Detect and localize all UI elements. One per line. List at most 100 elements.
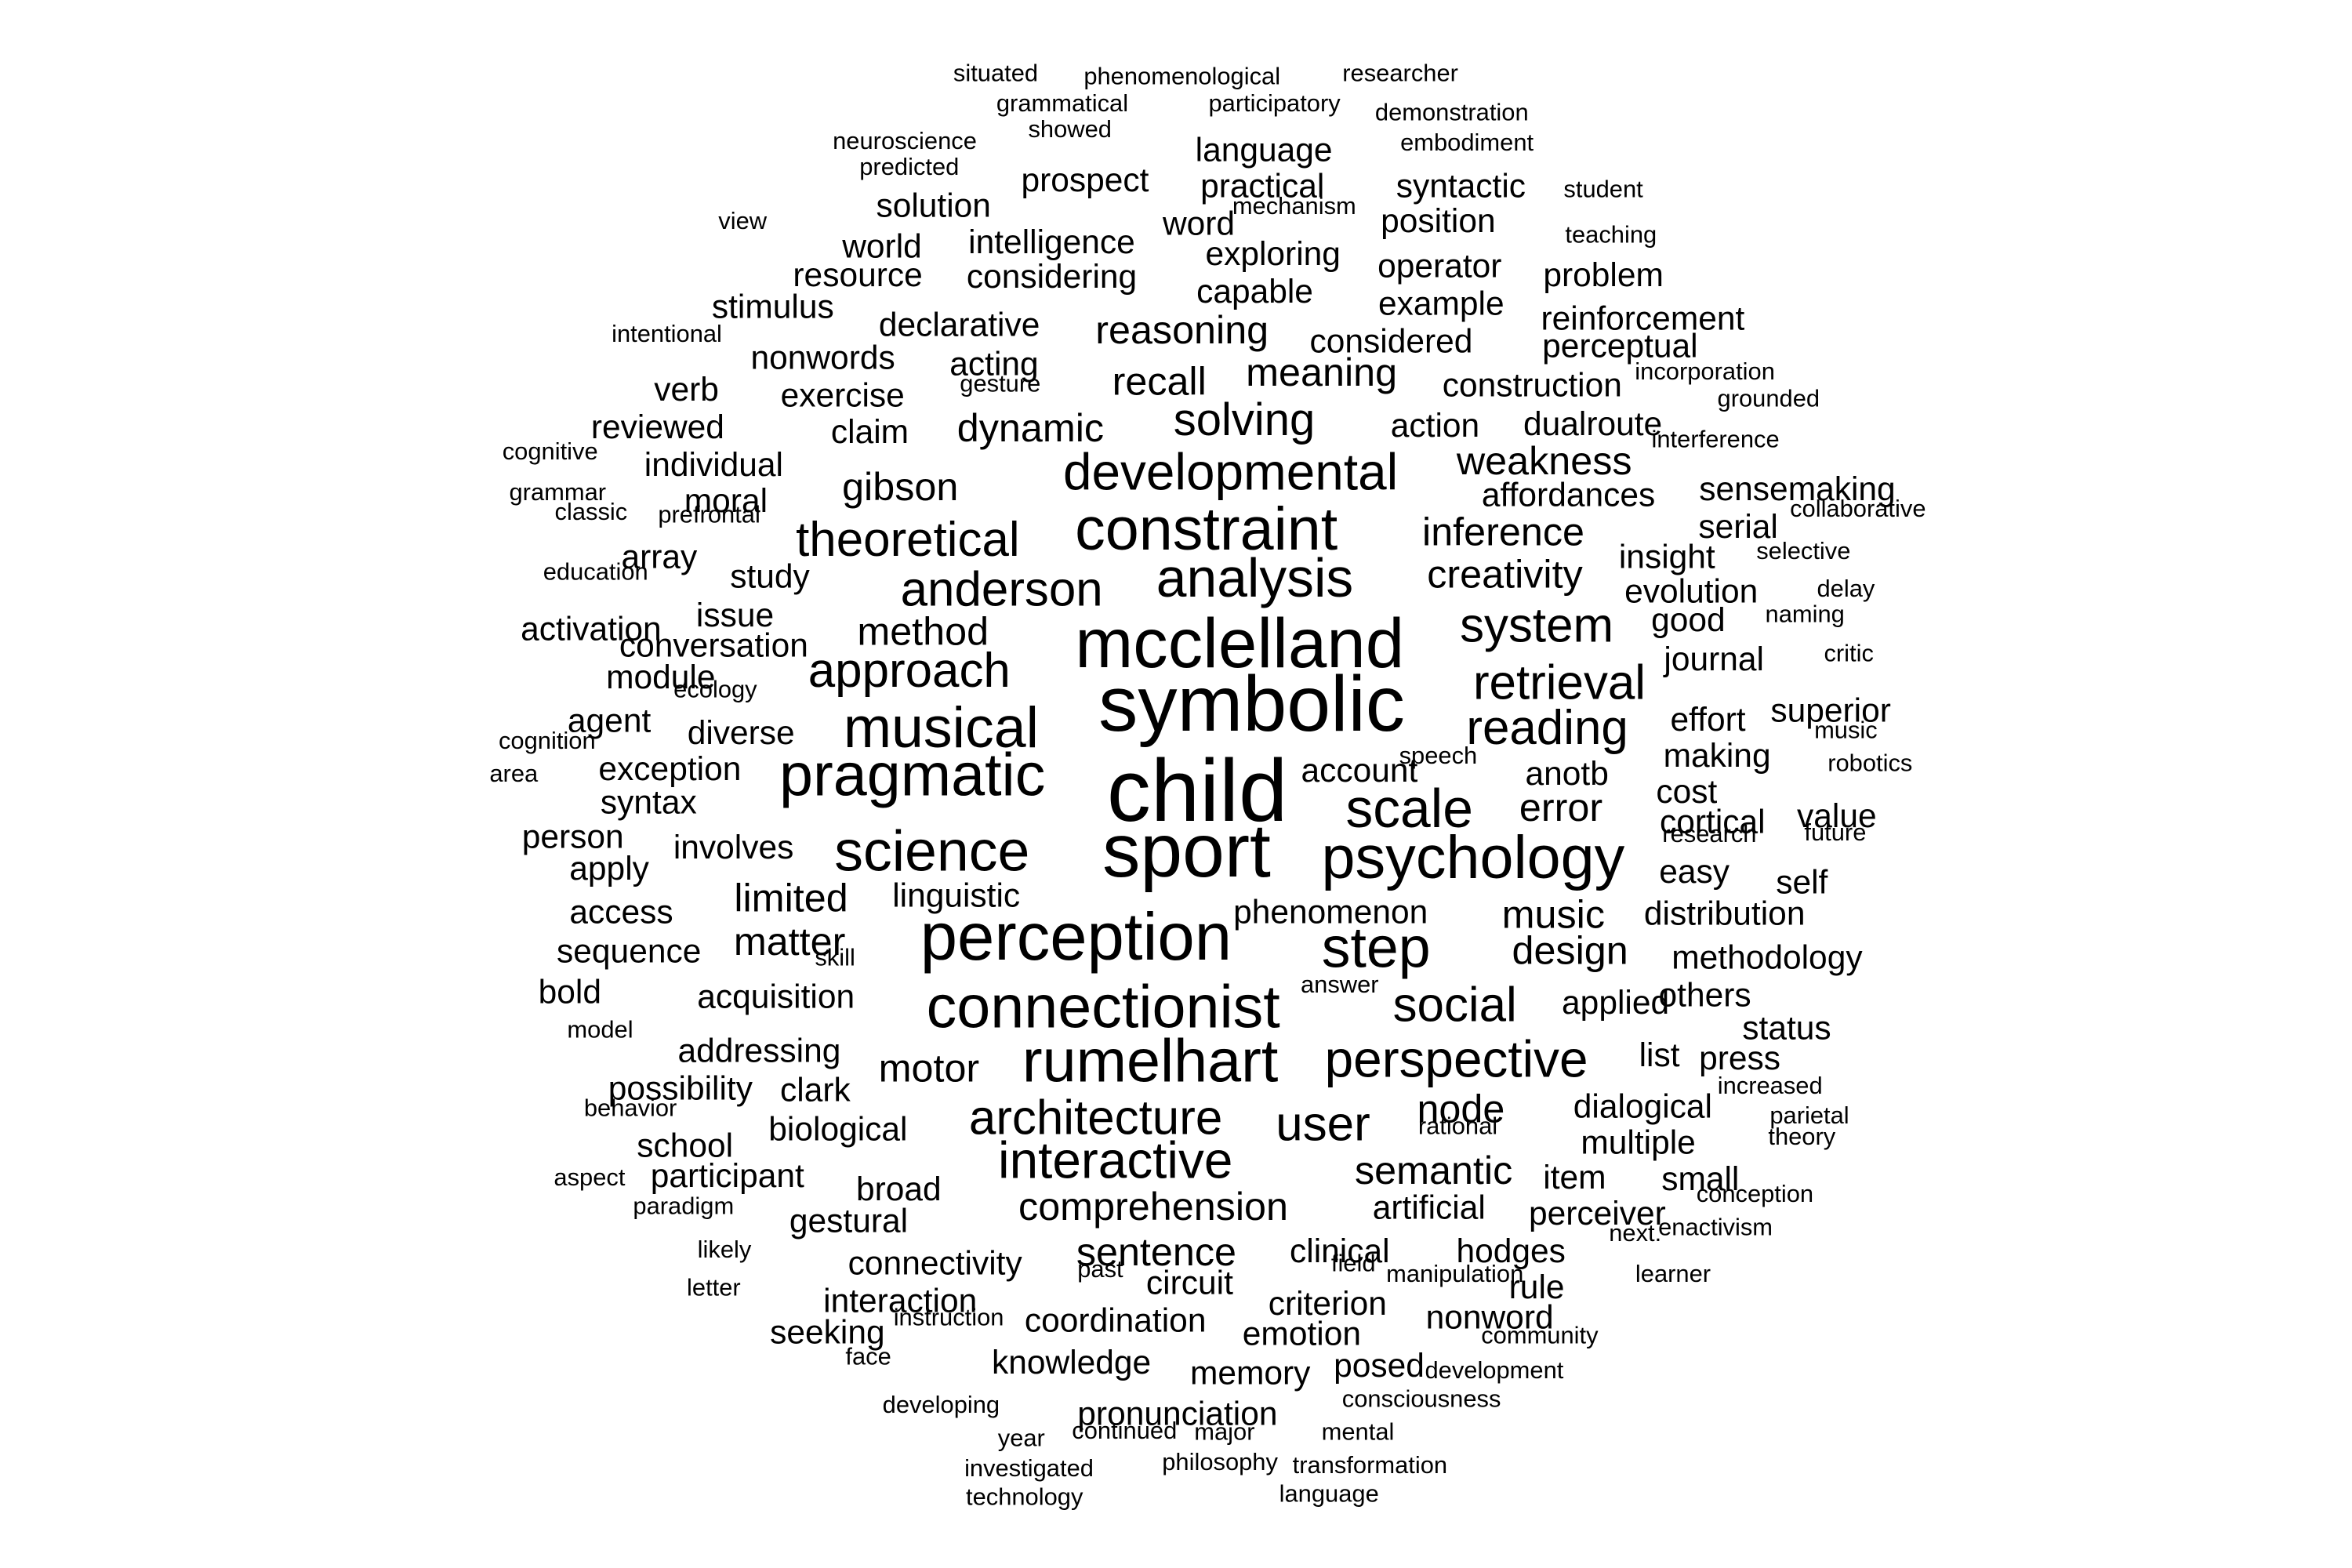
word-artificial: artificial	[1373, 1189, 1486, 1226]
word-demonstration: demonstration	[1375, 99, 1529, 126]
word-clinical: clinical	[1290, 1233, 1390, 1270]
word-participatory: participatory	[1208, 89, 1341, 117]
word-biological: biological	[768, 1111, 907, 1148]
word-capable: capable	[1196, 274, 1313, 310]
word-others: others	[1659, 977, 1751, 1014]
word-speech: speech	[1399, 742, 1478, 769]
word-method: method	[857, 608, 989, 653]
word-connectivity: connectivity	[848, 1245, 1023, 1282]
word-individual: individual	[644, 447, 783, 484]
word-criterion: criterion	[1269, 1286, 1387, 1323]
word-value: value	[1797, 798, 1877, 835]
word-seeking: seeking	[770, 1315, 885, 1352]
word-verb: verb	[654, 372, 719, 408]
word-reviewed: reviewed	[591, 409, 724, 446]
word-grounded: grounded	[1718, 385, 1820, 412]
word-conversation: conversation	[619, 628, 808, 665]
word-journal: journal	[1662, 641, 1764, 678]
word-superior: superior	[1770, 692, 1891, 729]
word-predicted: predicted	[859, 153, 959, 180]
word-example: example	[1378, 286, 1504, 323]
word-letter: letter	[687, 1273, 741, 1301]
word-access: access	[569, 895, 673, 931]
word-dynamic: dynamic	[957, 405, 1104, 450]
word-classic: classic	[555, 498, 628, 525]
word-paradigm: paradigm	[633, 1192, 734, 1220]
word-perspective: perspective	[1325, 1031, 1588, 1088]
word-reasoning: reasoning	[1095, 307, 1269, 352]
word-reading: reading	[1466, 701, 1628, 755]
word-selective: selective	[1756, 537, 1850, 564]
word-item: item	[1543, 1160, 1606, 1196]
word-mechanism: mechanism	[1232, 192, 1356, 220]
word-gesture: gesture	[960, 370, 1040, 397]
word-symbolic: symbolic	[1098, 660, 1405, 748]
word-consciousness: consciousness	[1342, 1385, 1501, 1412]
word-sport: sport	[1102, 809, 1271, 893]
word-status: status	[1742, 1011, 1831, 1047]
word-social: social	[1393, 978, 1517, 1033]
word-enactivism: enactivism	[1658, 1213, 1773, 1240]
word-bold: bold	[539, 975, 601, 1011]
word-past: past	[1077, 1255, 1123, 1283]
word-declarative: declarative	[879, 307, 1040, 343]
word-rational: rational	[1418, 1112, 1497, 1140]
word-module: module	[606, 659, 715, 696]
word-rule: rule	[1509, 1269, 1565, 1306]
word-investigated: investigated	[964, 1454, 1094, 1482]
word-press: press	[1699, 1040, 1780, 1077]
word-interference: interference	[1652, 426, 1780, 453]
word-sequence: sequence	[557, 934, 701, 971]
word-semantic: semantic	[1355, 1148, 1512, 1192]
word-area: area	[489, 760, 539, 787]
word-position: position	[1381, 203, 1496, 240]
word-technology: technology	[966, 1483, 1083, 1510]
word-inference: inference	[1422, 510, 1584, 554]
word-cognition: cognition	[499, 727, 596, 754]
word-philosophy: philosophy	[1162, 1448, 1278, 1475]
word-perceptual: perceptual	[1542, 328, 1697, 365]
word-weakness: weakness	[1456, 438, 1632, 483]
word-scale: scale	[1345, 778, 1472, 839]
word-participant: participant	[651, 1158, 804, 1195]
word-considering: considering	[967, 259, 1137, 296]
word-researcher: researcher	[1342, 60, 1458, 87]
word-grammar: grammar	[510, 478, 607, 506]
word-acquisition: acquisition	[697, 978, 855, 1015]
word-broad: broad	[856, 1171, 942, 1208]
word-multiple: multiple	[1581, 1125, 1695, 1162]
word-face: face	[845, 1343, 891, 1370]
word-matter: matter	[734, 919, 846, 964]
word-developing: developing	[883, 1391, 1000, 1418]
word-prefrontal: prefrontal	[658, 501, 760, 528]
word-next: next.	[1609, 1219, 1661, 1247]
word-musical: musical	[844, 695, 1039, 760]
word-child: child	[1107, 742, 1288, 840]
word-manipulation: manipulation	[1386, 1260, 1523, 1287]
word-coordination: coordination	[1025, 1302, 1207, 1339]
word-incorporation: incorporation	[1635, 358, 1775, 385]
word-ecology: ecology	[673, 676, 757, 703]
word-activation: activation	[521, 612, 662, 648]
word-future: future	[1804, 818, 1866, 846]
word-community: community	[1481, 1322, 1599, 1349]
word-phenomenon: phenomenon	[1233, 895, 1428, 931]
word-limited: limited	[734, 875, 848, 920]
word-addressing: addressing	[677, 1033, 840, 1070]
word-system: system	[1460, 598, 1613, 652]
word-continued: continued	[1072, 1417, 1177, 1444]
word-music: music	[1814, 716, 1878, 743]
word-self: self	[1776, 864, 1828, 901]
word-research: research	[1662, 820, 1756, 848]
word-cognitive: cognitive	[503, 437, 598, 465]
word-node: node	[1417, 1086, 1504, 1131]
word-meaning: meaning	[1246, 350, 1397, 394]
word-education: education	[543, 558, 648, 586]
word-constraint: constraint	[1075, 495, 1338, 563]
word-construction: construction	[1443, 367, 1622, 404]
word-exercise: exercise	[781, 378, 905, 415]
word-transformation: transformation	[1293, 1451, 1447, 1479]
word-student: student	[1563, 176, 1643, 203]
word-word: word	[1162, 206, 1235, 243]
